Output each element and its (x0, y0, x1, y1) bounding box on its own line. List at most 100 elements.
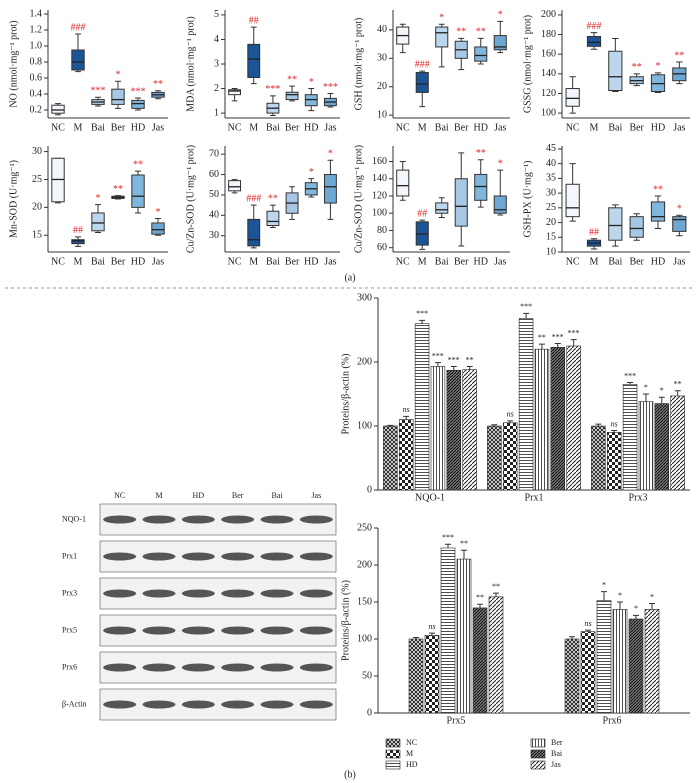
whisker-high (115, 80, 121, 90)
x-tick-label: NC (228, 256, 242, 267)
error-bar (461, 549, 467, 560)
legend-label: M (406, 749, 413, 758)
blot-band (299, 626, 333, 635)
error-bar (601, 591, 607, 601)
y-tick-label: 25 (32, 174, 42, 185)
x-tick-label: Ber (285, 256, 300, 267)
box (650, 201, 666, 222)
x-tick-label: Ber (629, 122, 644, 133)
whisker-high (569, 76, 576, 89)
y-tick-label: 0.6 (30, 72, 43, 83)
significance: * (498, 158, 503, 169)
x-tick-label: Prx1 (525, 492, 544, 503)
x-tick-label: M (590, 256, 599, 267)
bar (606, 432, 622, 491)
legend-swatch (530, 738, 546, 748)
y-axis-label: GSSG (nmol·mg⁻¹ prot) (522, 15, 533, 113)
bar (488, 596, 504, 714)
blot-band (142, 552, 176, 561)
significance: * (656, 61, 661, 72)
legend-label: Ber (551, 738, 563, 747)
box (247, 43, 261, 78)
blot-strip (99, 577, 337, 610)
significance: * (328, 149, 333, 160)
whisker-low (399, 44, 406, 54)
whisker-low (654, 221, 662, 229)
bar (398, 419, 414, 491)
significance: *** (91, 85, 106, 96)
lane-label: M (155, 491, 162, 500)
lane-label: Bai (271, 491, 283, 500)
significance: ** (287, 74, 297, 85)
significance: * (602, 580, 606, 589)
error-bar (413, 637, 419, 639)
significance: ns (428, 622, 435, 631)
x-tick-label: Ber (454, 122, 469, 133)
x-tick-label: NQO-1 (415, 492, 445, 503)
significance: ## (589, 227, 599, 238)
significance: ### (415, 59, 430, 70)
y-tick-label: 100 (357, 633, 372, 644)
bar (534, 348, 550, 491)
y-tick-label: 50 (209, 189, 219, 200)
box (565, 183, 580, 218)
y-tick-label: 40 (209, 210, 219, 221)
x-tick-label: HD (131, 256, 145, 267)
bar (628, 618, 644, 714)
x-tick-label: NC (566, 122, 580, 133)
blot-band (142, 515, 176, 524)
y-axis-label: MDA (nmol·mg⁻¹ prot) (185, 16, 196, 112)
whisker-high (250, 204, 257, 220)
y-tick-label: 200 (357, 356, 372, 367)
x-tick-label: M (590, 122, 599, 133)
significance: * (156, 207, 161, 218)
whisker-high (438, 197, 445, 203)
x-tick-label: NC (228, 122, 242, 133)
panel-label: (b) (344, 769, 356, 780)
bar (518, 318, 534, 491)
bar (622, 384, 638, 491)
legend-label: NC (406, 738, 417, 747)
x-tick-label: M (74, 122, 83, 133)
lane-label: HD (193, 491, 205, 500)
significance: *** (552, 332, 564, 341)
y-tick-label: 15 (546, 232, 556, 243)
x-tick-label: Jas (673, 122, 685, 133)
legend-swatch (385, 749, 401, 759)
whisker-high (569, 163, 576, 185)
x-tick-label: Ber (111, 256, 126, 267)
x-tick-label: HD (304, 122, 318, 133)
error-bar (434, 362, 441, 367)
y-tick-label: 50 (362, 670, 372, 681)
significance: * (634, 604, 638, 613)
blot-band (299, 552, 333, 561)
blot-band (181, 626, 215, 635)
blot-band (221, 589, 255, 598)
significance: *** (624, 371, 636, 380)
legend-label: Jas (551, 760, 561, 769)
significance: ### (71, 22, 86, 33)
box (474, 173, 488, 201)
significance: ns (507, 410, 514, 419)
box (493, 195, 507, 214)
significance: * (309, 167, 314, 178)
lane-label: NC (114, 491, 125, 500)
error-bar (466, 365, 473, 370)
box (608, 50, 623, 92)
y-tick-label: 100 (541, 107, 556, 118)
y-tick-label: 200 (541, 9, 556, 20)
x-tick-label: Bai (266, 122, 280, 133)
blot-band (181, 663, 215, 672)
blot-band (181, 552, 215, 561)
x-tick-label: HD (131, 122, 145, 133)
significance: ** (268, 193, 278, 204)
blot-band (221, 663, 255, 672)
blot-strip (99, 651, 337, 684)
y-tick-label: 10 (377, 109, 387, 120)
legend-swatch (530, 760, 546, 770)
y-tick-label: 160 (372, 156, 387, 167)
whisker-high (497, 169, 504, 196)
blot-band (103, 626, 137, 635)
error-bar (649, 602, 655, 610)
